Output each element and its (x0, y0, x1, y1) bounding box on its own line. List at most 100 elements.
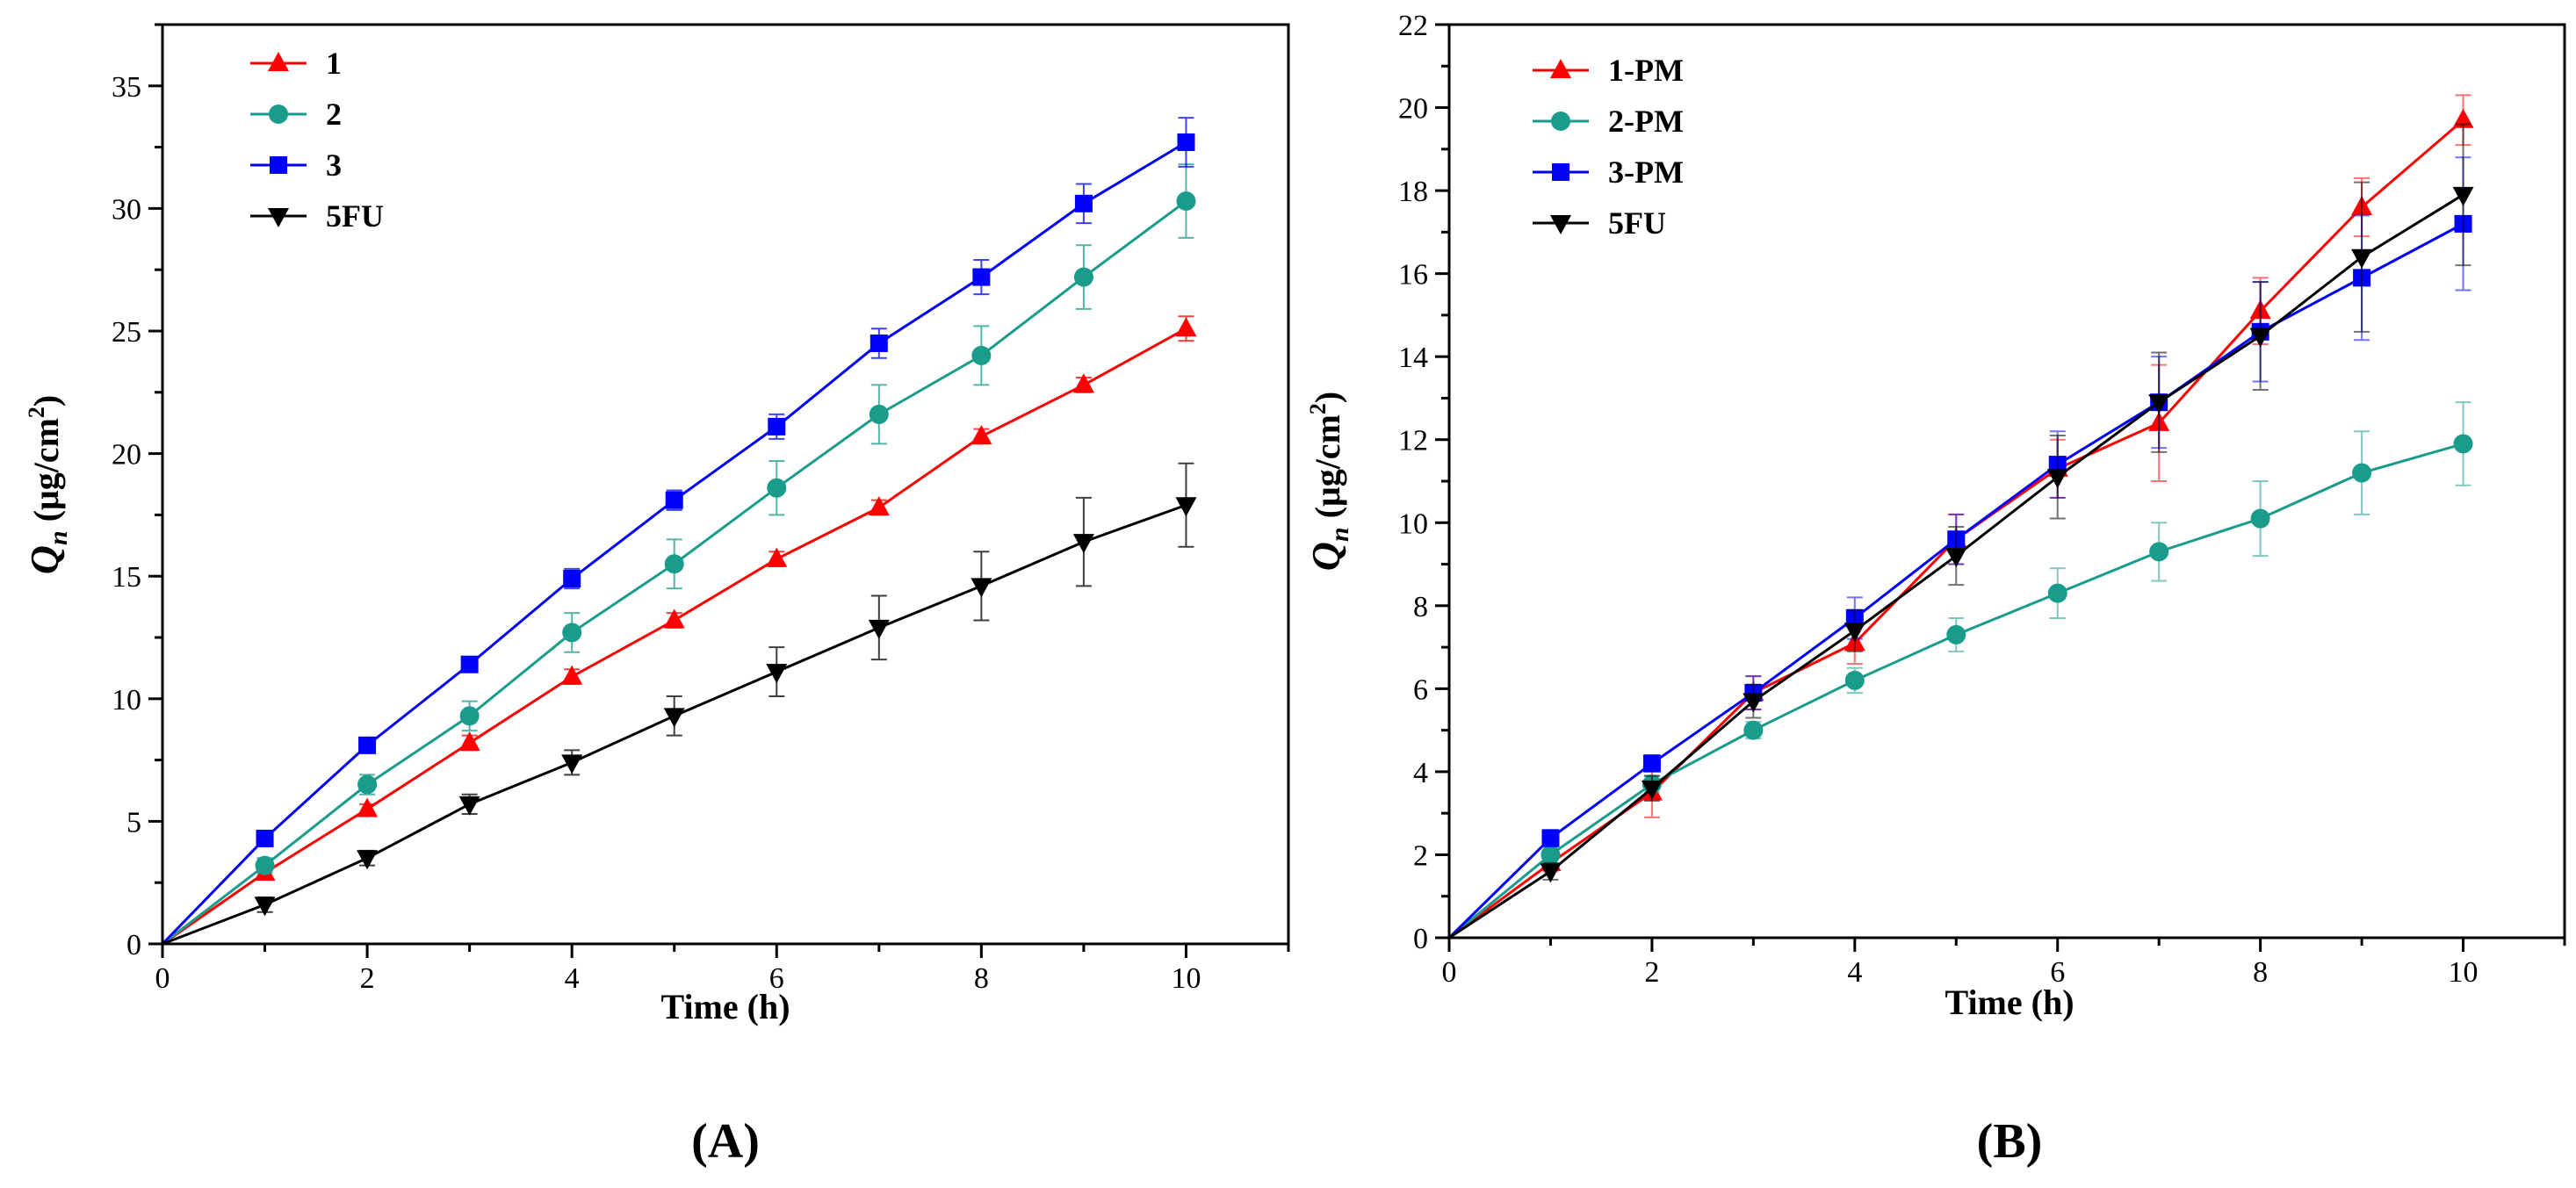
y-tick-label: 35 (112, 71, 141, 104)
legend-marker (268, 208, 289, 227)
y-tick-label: 0 (1413, 923, 1428, 955)
data-point (868, 496, 890, 516)
data-point (2452, 108, 2474, 128)
y-tick-label: 20 (1398, 93, 1428, 126)
y-tick-label: 15 (112, 561, 141, 594)
x-tick-label: 4 (1847, 956, 1862, 989)
legend-label: 3 (326, 148, 342, 183)
data-point (255, 855, 275, 875)
y-tick-label: 10 (112, 684, 141, 716)
x-tick-label: 2 (1644, 956, 1659, 989)
data-point (357, 850, 379, 870)
series-5fu (1448, 123, 2474, 940)
legend-marker (268, 52, 289, 71)
y-tick-label: 22 (1398, 10, 1428, 42)
y-axis-unit-a: (μg/cm (26, 418, 66, 530)
y-tick-label: 8 (1413, 591, 1428, 623)
y-axis-title-a: Qn (μg/cm2) (22, 395, 73, 574)
data-point (561, 665, 583, 685)
y-tick-label: 30 (112, 193, 141, 226)
y-axis-unit-sup-b: 2 (1305, 403, 1331, 414)
data-point (1175, 497, 1197, 517)
series-1 (162, 315, 1197, 946)
data-point (2250, 508, 2270, 529)
data-point (358, 736, 377, 754)
data-point (561, 754, 583, 774)
series-2-pm (1448, 401, 2473, 940)
y-tick-label: 16 (1398, 259, 1428, 292)
axis-ticks-b: 0 2 4 6 8 10 0 2 4 6 8 10 12 14 16 18 20 22 (1398, 10, 2566, 989)
legend-marker (1551, 112, 1570, 131)
series-line-1 (162, 327, 1187, 946)
x-tick-label: 6 (2050, 956, 2065, 989)
data-point (1945, 548, 1967, 568)
x-axis-title-a: Time (h) (660, 987, 790, 1026)
data-point (665, 491, 683, 509)
x-tick-label: 10 (1171, 962, 1201, 995)
x-tick-label: 4 (565, 962, 580, 995)
legend-a: 1 2 3 5FU (250, 46, 384, 234)
y-tick-label: 5 (126, 806, 141, 839)
y-axis-subscript-a: n (44, 530, 73, 545)
y-axis-symbol-b: Q (1303, 542, 1348, 571)
legend-item-5fu: 5FU (250, 198, 384, 234)
data-point (2249, 328, 2271, 348)
data-point (1176, 191, 1196, 212)
legend-label: 5FU (1608, 205, 1666, 241)
legend-marker (1550, 215, 1571, 234)
x-tick-label: 0 (1442, 956, 1457, 989)
data-point (1541, 829, 1560, 847)
chart-panel-a: 0 2 4 6 8 10 0 5 10 15 20 25 30 35 1 2 3 5FU Time (h) Qn… (22, 23, 1290, 1169)
legend-item-1: 1 (250, 46, 342, 81)
data-point (1072, 373, 1094, 393)
y-tick-label: 18 (1398, 176, 1428, 208)
legend-b: 1-PM 2-PM 3-PM 5FU (1533, 53, 1684, 241)
data-point (1074, 194, 1093, 212)
legend-marker (269, 104, 288, 124)
y-tick-label: 2 (1413, 839, 1428, 872)
chart-panel-b: 0 2 4 6 8 10 0 2 4 6 8 10 12 14 16 18 20 22 1-PM 2-PM 3-PM 5… (1303, 10, 2566, 1169)
data-point (254, 896, 276, 917)
y-tick-label: 0 (126, 929, 141, 961)
data-point (2148, 394, 2170, 414)
data-point (663, 708, 685, 728)
data-point (459, 706, 480, 726)
data-point (869, 404, 889, 424)
data-point (2046, 469, 2068, 489)
y-axis-unit-b: (μg/cm (1308, 414, 1347, 527)
data-point (460, 655, 479, 673)
series-3-pm (1447, 156, 2472, 940)
data-point (1642, 754, 1661, 773)
y-axis-title-b: Qn (μg/cm2) (1303, 392, 1354, 571)
data-point (1641, 780, 1663, 800)
legend-label: 2-PM (1608, 104, 1684, 139)
data-point (767, 478, 787, 498)
legend-item-3-pm: 3-PM (1533, 155, 1684, 190)
data-point (766, 664, 788, 684)
data-point (1743, 693, 1764, 713)
data-point (971, 425, 992, 445)
legend-marker (1552, 163, 1569, 181)
axis-ticks-a: 0 2 4 6 8 10 0 5 10 15 20 25 30 35 (112, 23, 1290, 995)
x-tick-label: 0 (155, 962, 170, 995)
data-point (1073, 267, 1093, 287)
data-point (971, 345, 992, 365)
data-point (2453, 434, 2473, 454)
y-axis-unit-sup-a: 2 (24, 407, 49, 418)
legend-item-2: 2 (250, 97, 342, 132)
legend-item-1-pm: 1-PM (1533, 53, 1684, 88)
y-tick-label: 10 (1398, 508, 1428, 540)
data-point (2351, 248, 2373, 269)
x-tick-label: 8 (2253, 956, 2268, 989)
legend-label: 1 (326, 46, 342, 81)
data-point (768, 417, 786, 436)
series-layer-a (161, 117, 1197, 946)
data-point (2352, 463, 2372, 483)
panel-label-a: (A) (691, 1114, 760, 1169)
panel-label-b: (B) (1977, 1114, 2043, 1169)
x-axis-title-b: Time (h) (1945, 983, 2074, 1022)
y-axis-unit-close-b: ) (1308, 392, 1347, 403)
legend-label: 2 (326, 97, 342, 132)
data-point (868, 619, 890, 639)
